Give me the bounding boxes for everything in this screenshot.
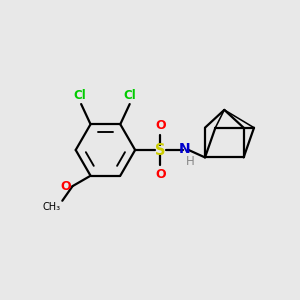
Text: O: O — [155, 167, 166, 181]
Text: S: S — [155, 142, 166, 158]
Text: H: H — [186, 155, 195, 168]
Text: O: O — [155, 119, 166, 133]
Text: Cl: Cl — [123, 89, 136, 102]
Text: O: O — [60, 180, 71, 193]
Text: N: N — [178, 142, 190, 156]
Text: CH₃: CH₃ — [43, 202, 61, 212]
Text: Cl: Cl — [73, 89, 86, 102]
